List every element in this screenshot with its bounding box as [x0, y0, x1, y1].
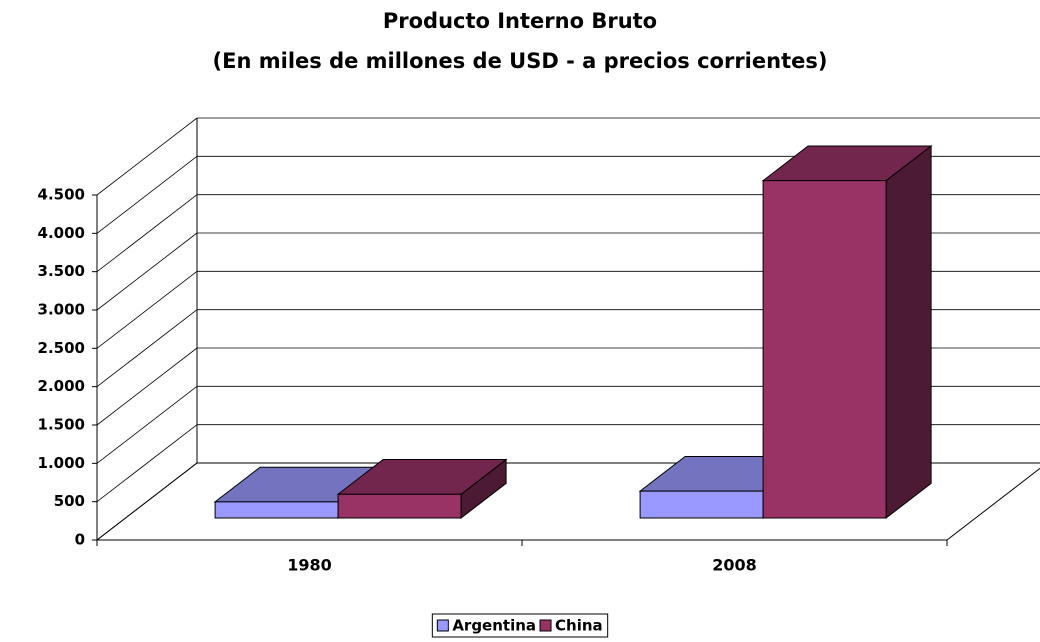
bar [761, 144, 933, 519]
x-tick-label: 2008 [712, 556, 757, 575]
legend: Argentina China [431, 613, 609, 638]
y-tick-label: 1.500 [38, 416, 85, 434]
legend-label: China [555, 617, 603, 635]
grid-line [96, 309, 198, 387]
y-tick-label: 3.500 [38, 262, 85, 280]
y-tick-label: 1.000 [38, 454, 85, 472]
grid-line [96, 386, 198, 464]
bar-front [214, 501, 339, 519]
grid-line [96, 117, 198, 196]
y-tick-label: 2.500 [38, 339, 85, 357]
x-tick-label: 1980 [287, 556, 332, 575]
y-tick-label: 0 [75, 531, 85, 549]
y-tick-label: 4.000 [38, 224, 85, 242]
grid-line [96, 347, 198, 426]
bar-front [337, 493, 462, 519]
bar-front [639, 490, 764, 519]
bar-front [762, 180, 887, 519]
y-tick-label: 500 [54, 492, 85, 510]
grid-line [96, 194, 198, 272]
chart-title: Producto Interno Bruto [383, 9, 657, 33]
grid-line [96, 424, 198, 502]
grid-line [96, 232, 198, 311]
y-tick-label: 3.000 [38, 301, 85, 319]
grid-line [96, 271, 198, 349]
y-tick-label: 4.500 [38, 186, 85, 204]
bar [336, 458, 508, 519]
grid-line [96, 156, 198, 234]
legend-swatch [539, 619, 552, 632]
legend-swatch [436, 619, 449, 632]
legend-box [431, 613, 609, 638]
bar-side [885, 144, 932, 519]
grid-line [96, 462, 198, 541]
chart-subtitle: (En miles de millones de USD - a precios… [213, 49, 828, 73]
legend-label: Argentina [452, 617, 536, 635]
y-tick-label: 2.000 [38, 377, 85, 395]
